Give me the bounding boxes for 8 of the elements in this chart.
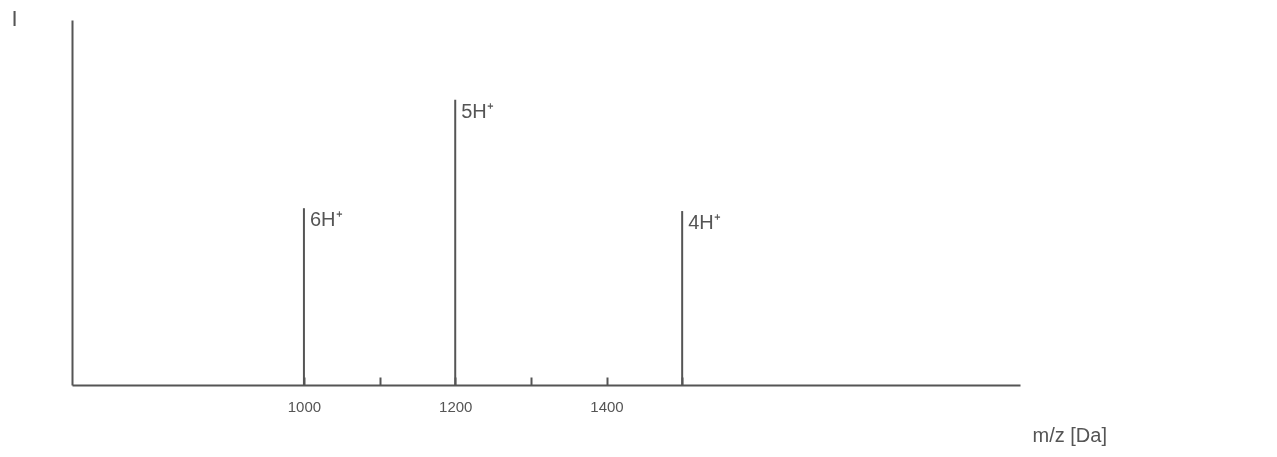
x-axis-title: m/z [Da]: [1032, 423, 1107, 446]
x-tick-label: 1400: [590, 397, 624, 415]
x-tick-label: 1000: [287, 397, 322, 415]
annotation: 4H⁺: [688, 211, 721, 234]
x-tick-label: 1200: [439, 397, 473, 415]
y-axis-title: I: [11, 5, 18, 31]
annotation: 6H⁺: [309, 208, 343, 231]
annotation: 5H⁺: [461, 99, 494, 122]
